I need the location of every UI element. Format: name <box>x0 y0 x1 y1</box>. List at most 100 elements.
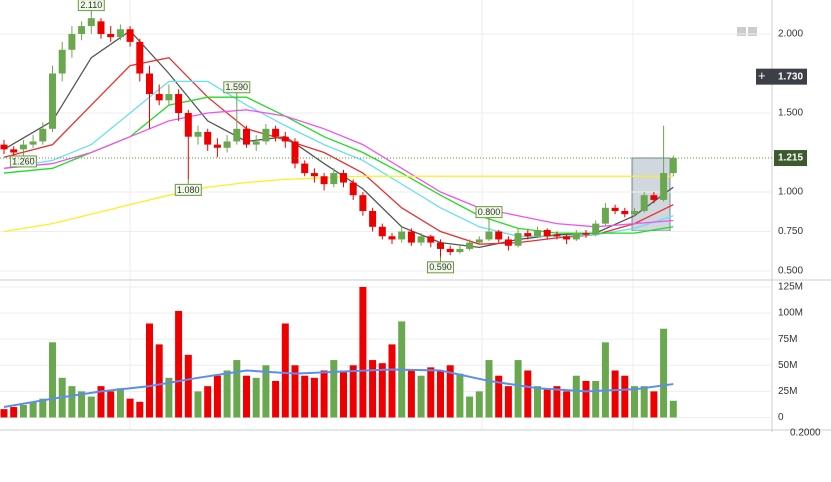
volume-bar <box>116 388 124 418</box>
candle-body <box>524 233 532 237</box>
annotation-box <box>427 261 454 274</box>
candle-body <box>446 248 454 253</box>
y-tick-label: 75M <box>778 334 797 345</box>
volume-bar <box>378 363 386 418</box>
candle-body <box>621 210 629 215</box>
volume-bar <box>466 396 474 418</box>
price-tag-label: 1.215 <box>778 153 803 164</box>
candle-body <box>504 239 512 246</box>
volume-bar <box>78 391 86 418</box>
volume-bar <box>165 377 173 418</box>
volume-bar <box>650 391 658 418</box>
volume-bar <box>485 360 493 418</box>
volume-bar <box>621 375 629 418</box>
ma-line <box>3 109 674 228</box>
candle-body <box>107 33 115 38</box>
candle-body <box>233 128 241 142</box>
volume-bar <box>456 373 464 418</box>
candle-body <box>204 131 212 145</box>
annotation-label: 0.800 <box>478 207 501 217</box>
candle-body <box>136 41 144 74</box>
volume-bar <box>495 375 503 418</box>
volume-bar <box>49 342 56 418</box>
candle-body <box>281 136 289 142</box>
icon[interactable] <box>737 27 746 36</box>
volume-bar <box>272 380 280 418</box>
candle-body <box>155 94 163 101</box>
volume-bar <box>146 323 153 418</box>
candle-body <box>340 173 347 183</box>
candle-body <box>194 131 202 137</box>
candle-body <box>669 158 677 174</box>
candle-body <box>301 163 309 174</box>
volume-bar <box>572 375 580 418</box>
y-tick-label: 2.000 <box>778 29 803 40</box>
volume-bar <box>582 380 590 418</box>
candle-body <box>631 210 638 215</box>
candle-body <box>184 113 192 137</box>
candle-body <box>87 18 95 27</box>
candle-body <box>475 239 483 243</box>
candle-body <box>29 141 37 145</box>
annotation-box <box>223 81 251 94</box>
candle-body <box>310 173 318 177</box>
candle-body <box>97 21 105 34</box>
volume-bar <box>262 365 270 418</box>
volume-bar <box>601 342 609 418</box>
candle-body <box>58 49 66 74</box>
volume-bar <box>369 360 377 418</box>
volume-bar <box>640 386 648 418</box>
y-tick-label: 125M <box>778 282 803 293</box>
annotation-box <box>9 155 37 168</box>
volume-bar <box>669 400 677 418</box>
candle-body <box>243 128 250 145</box>
volume-bar <box>194 391 202 418</box>
volume-bar <box>504 386 512 418</box>
candle-body <box>543 229 551 237</box>
candle-body <box>417 236 425 243</box>
candle-body <box>388 236 396 240</box>
volume-bar <box>252 377 260 418</box>
candle-body <box>514 233 522 246</box>
volume-bar <box>136 401 144 418</box>
crosshair-label: 1.730 <box>778 71 803 82</box>
volume-bar <box>39 398 47 418</box>
volume-bar <box>388 344 396 418</box>
volume-bar <box>19 404 27 418</box>
icon[interactable] <box>748 27 757 36</box>
candle-body <box>466 242 474 249</box>
candle-body <box>437 242 444 249</box>
candle-body <box>369 210 377 227</box>
y-tick-label: 0.750 <box>778 226 803 237</box>
annotation-box <box>174 183 202 196</box>
volume-bar <box>310 377 318 418</box>
candle-body <box>19 144 27 150</box>
volume-bar <box>660 328 668 418</box>
volume-bar <box>437 370 444 418</box>
candle-body <box>330 173 338 185</box>
volume-bar <box>281 323 289 418</box>
volume-bar <box>446 365 454 418</box>
candle-body <box>39 128 47 142</box>
volume-bar <box>340 370 347 418</box>
candle-body <box>572 233 580 240</box>
candle-body <box>146 73 153 95</box>
candle-body <box>320 176 328 185</box>
annotation-box <box>475 206 503 219</box>
volume-bar <box>407 370 415 418</box>
candle-body <box>485 231 493 240</box>
annotation-label: 0.590 <box>429 262 452 272</box>
volume-bar <box>631 386 638 418</box>
candle-body <box>252 141 260 145</box>
candle-body <box>456 248 464 253</box>
volume-bar <box>233 360 241 418</box>
candle-body <box>650 195 658 200</box>
y-tick-label: 50M <box>778 360 797 371</box>
ma-line <box>3 80 674 237</box>
volume-bar <box>223 370 231 418</box>
candle-body <box>68 33 76 50</box>
crosshair-icon: + <box>758 68 766 83</box>
candle-body <box>378 226 386 237</box>
annotation-label: 1.080 <box>177 185 200 195</box>
